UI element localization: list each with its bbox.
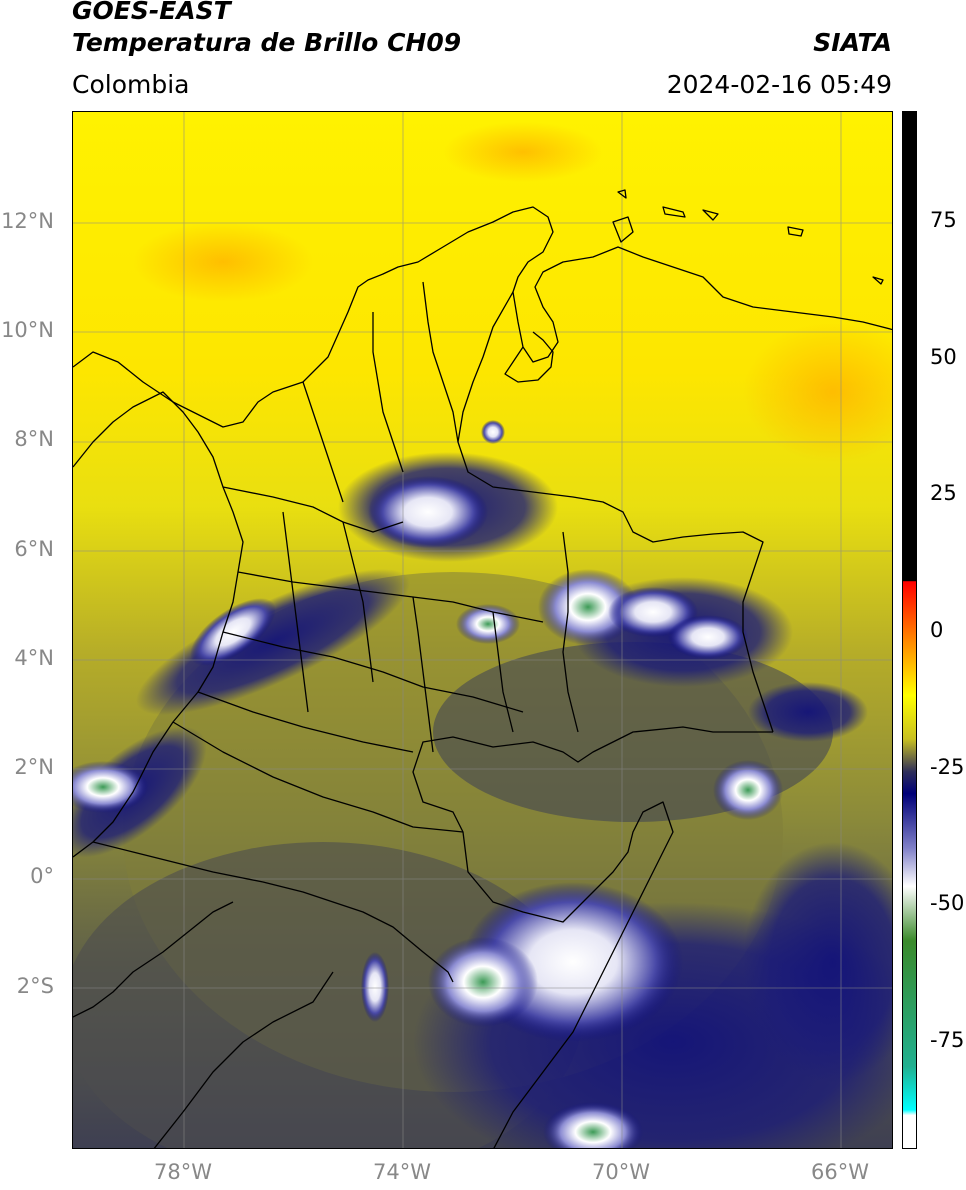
lat-label-12n: 12°N (1, 209, 54, 233)
lat-label-0: 0° (30, 864, 54, 888)
lat-label-4n: 4°N (14, 646, 54, 670)
lat-label-10n: 10°N (1, 318, 54, 342)
colorbar-tick-label: -25 (930, 754, 965, 779)
region-label: Colombia (72, 70, 190, 99)
lat-label-2n: 2°N (14, 755, 54, 779)
satellite-map[interactable] (72, 111, 893, 1149)
colorbar-tick-label: 25 (930, 481, 957, 506)
lat-label-8n: 8°N (14, 427, 54, 451)
colorbar-tick-label: 75 (930, 208, 957, 233)
lon-label-66w: 66°W (811, 1160, 869, 1184)
lon-label-74w: 74°W (373, 1160, 431, 1184)
colorbar-tick-label: 0 (930, 618, 944, 642)
lat-label-2s: 2°S (16, 974, 54, 998)
colorbar-tick-label: 50 (930, 344, 957, 369)
lon-label-70w: 70°W (592, 1160, 650, 1184)
lon-label-78w: 78°W (154, 1160, 212, 1184)
brand-label: SIATA (813, 28, 892, 57)
colorbar (902, 111, 917, 1149)
title-line-2: Temperatura de Brillo CH09 (72, 28, 462, 57)
datetime-label: 2024-02-16 05:49 (666, 70, 892, 99)
colorbar-fill (903, 112, 916, 1148)
title-line-1: GOES-EAST (72, 0, 231, 25)
colorbar-tick-label: -50 (930, 891, 965, 916)
lat-label-6n: 6°N (14, 537, 54, 561)
colorbar-tick-label: -75 (930, 1027, 965, 1052)
